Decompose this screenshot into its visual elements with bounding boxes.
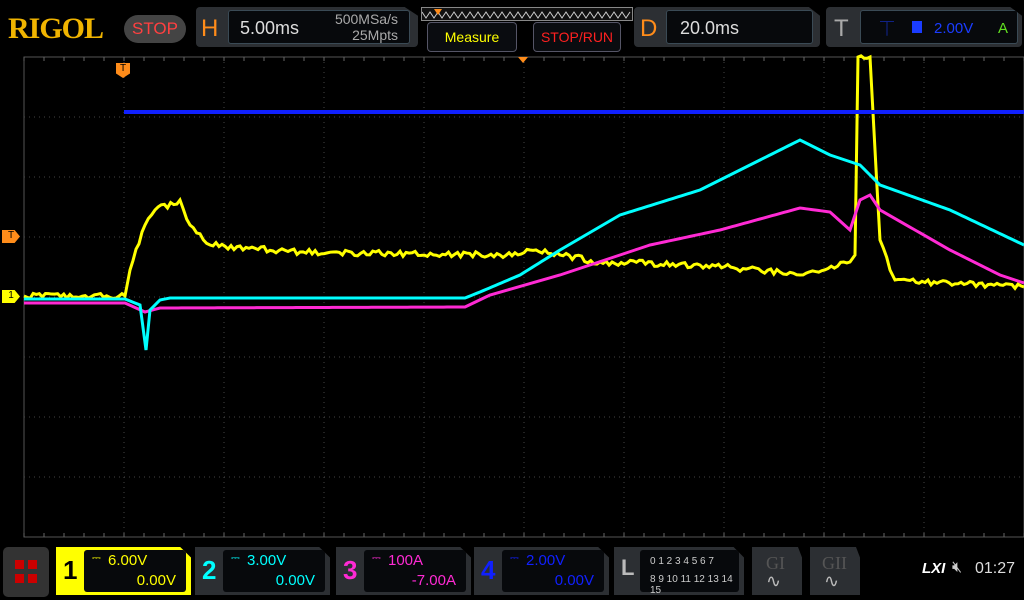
channel-offset: 0.00V <box>276 572 315 589</box>
lxi-logo: LXI <box>922 560 945 577</box>
logic-analyzer-panel[interactable]: L 0 1 2 3 4 5 6 7 8 9 10 11 12 13 14 15 <box>614 547 744 595</box>
channel-number: 2 <box>202 555 216 586</box>
sine-wave-icon: ∿ <box>766 571 781 592</box>
channel-scale: 6.00V <box>108 552 147 569</box>
dc-coupling-icon: ⎓ <box>510 552 519 565</box>
channel-offset: -7.00A <box>412 572 456 589</box>
ch2-trace <box>24 140 1024 350</box>
channel-scale: 3.00V <box>247 552 286 569</box>
channel-scale: 2.00V <box>526 552 565 569</box>
channel-number: 4 <box>481 555 495 586</box>
logic-label: L <box>621 555 634 581</box>
channel-2-panel[interactable]: 2 ⎓ 3.00V 0.00V <box>195 547 330 595</box>
center-marker <box>518 57 528 63</box>
channel-number: 3 <box>343 555 357 586</box>
dc-coupling-icon: ⎓ <box>372 552 381 565</box>
channel-offset: 0.00V <box>555 572 594 589</box>
channel-number: 1 <box>63 555 77 586</box>
logic-channels-row2: 8 9 10 11 12 13 14 15 <box>650 574 744 596</box>
generator-1-button[interactable]: GI ∿ <box>752 547 802 595</box>
menu-button[interactable] <box>3 547 49 597</box>
generator-2-button[interactable]: GII ∿ <box>810 547 860 595</box>
channel-offset: 0.00V <box>137 572 176 589</box>
channel-4-panel[interactable]: 4 ⎓ 2.00V 0.00V <box>474 547 609 595</box>
channel-scale: 100A <box>388 552 423 569</box>
dc-coupling-icon: ⎓ <box>231 552 240 565</box>
sine-wave-icon: ∿ <box>824 571 839 592</box>
dc-coupling-icon: ⎓ <box>92 552 101 565</box>
clock-time: 01:27 <box>975 560 1015 578</box>
channel-1-panel[interactable]: 1 ⎓ 6.00V 0.00V <box>56 547 191 595</box>
speaker-muted-icon[interactable]: 🔇︎ <box>952 559 962 577</box>
logic-channels-row1: 0 1 2 3 4 5 6 7 <box>650 556 714 567</box>
channel-3-panel[interactable]: 3 ⎓ 100A -7.00A <box>336 547 471 595</box>
